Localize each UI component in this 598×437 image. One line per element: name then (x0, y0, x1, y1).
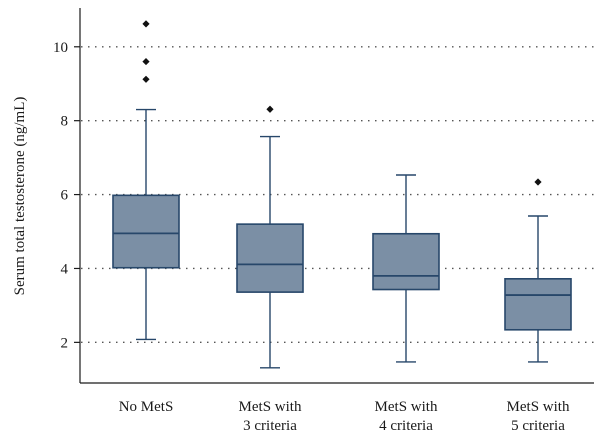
iqr-box (236, 223, 304, 293)
y-tick-label: 2 (61, 335, 69, 351)
outlier-point (266, 105, 274, 113)
y-axis: 2 4 6 8 10 (53, 8, 81, 383)
box-group (504, 178, 572, 363)
y-tick-label: 8 (61, 114, 69, 130)
x-category-label: MetS with (239, 399, 302, 415)
box-group (372, 174, 440, 363)
y-tick-label: 4 (61, 261, 69, 277)
x-category-label: MetS with (375, 399, 438, 415)
y-tick-label: 6 (61, 188, 69, 204)
iqr-box (372, 232, 440, 291)
outlier-point (534, 178, 542, 186)
outlier-point (142, 57, 150, 66)
x-category-label: MetS with (507, 399, 570, 415)
box-group (112, 20, 180, 341)
iqr-box (504, 278, 572, 331)
boxes (112, 20, 572, 369)
x-axis: No MetS MetS with 3 criteria MetS with 4 cri… (80, 382, 594, 434)
outlier-point (142, 20, 150, 28)
x-category-label-line2: 5 criteria (511, 418, 565, 434)
iqr-box (112, 194, 180, 269)
x-category-label-line2: 3 criteria (243, 418, 297, 434)
x-category-label: No MetS (119, 399, 174, 415)
x-category-label-line2: 4 criteria (379, 418, 433, 434)
box-group (236, 105, 304, 369)
y-axis-title: Serum total testosterone (ng/mL) (12, 97, 28, 296)
y-tick-label: 10 (53, 40, 68, 56)
outlier-point (142, 75, 150, 83)
